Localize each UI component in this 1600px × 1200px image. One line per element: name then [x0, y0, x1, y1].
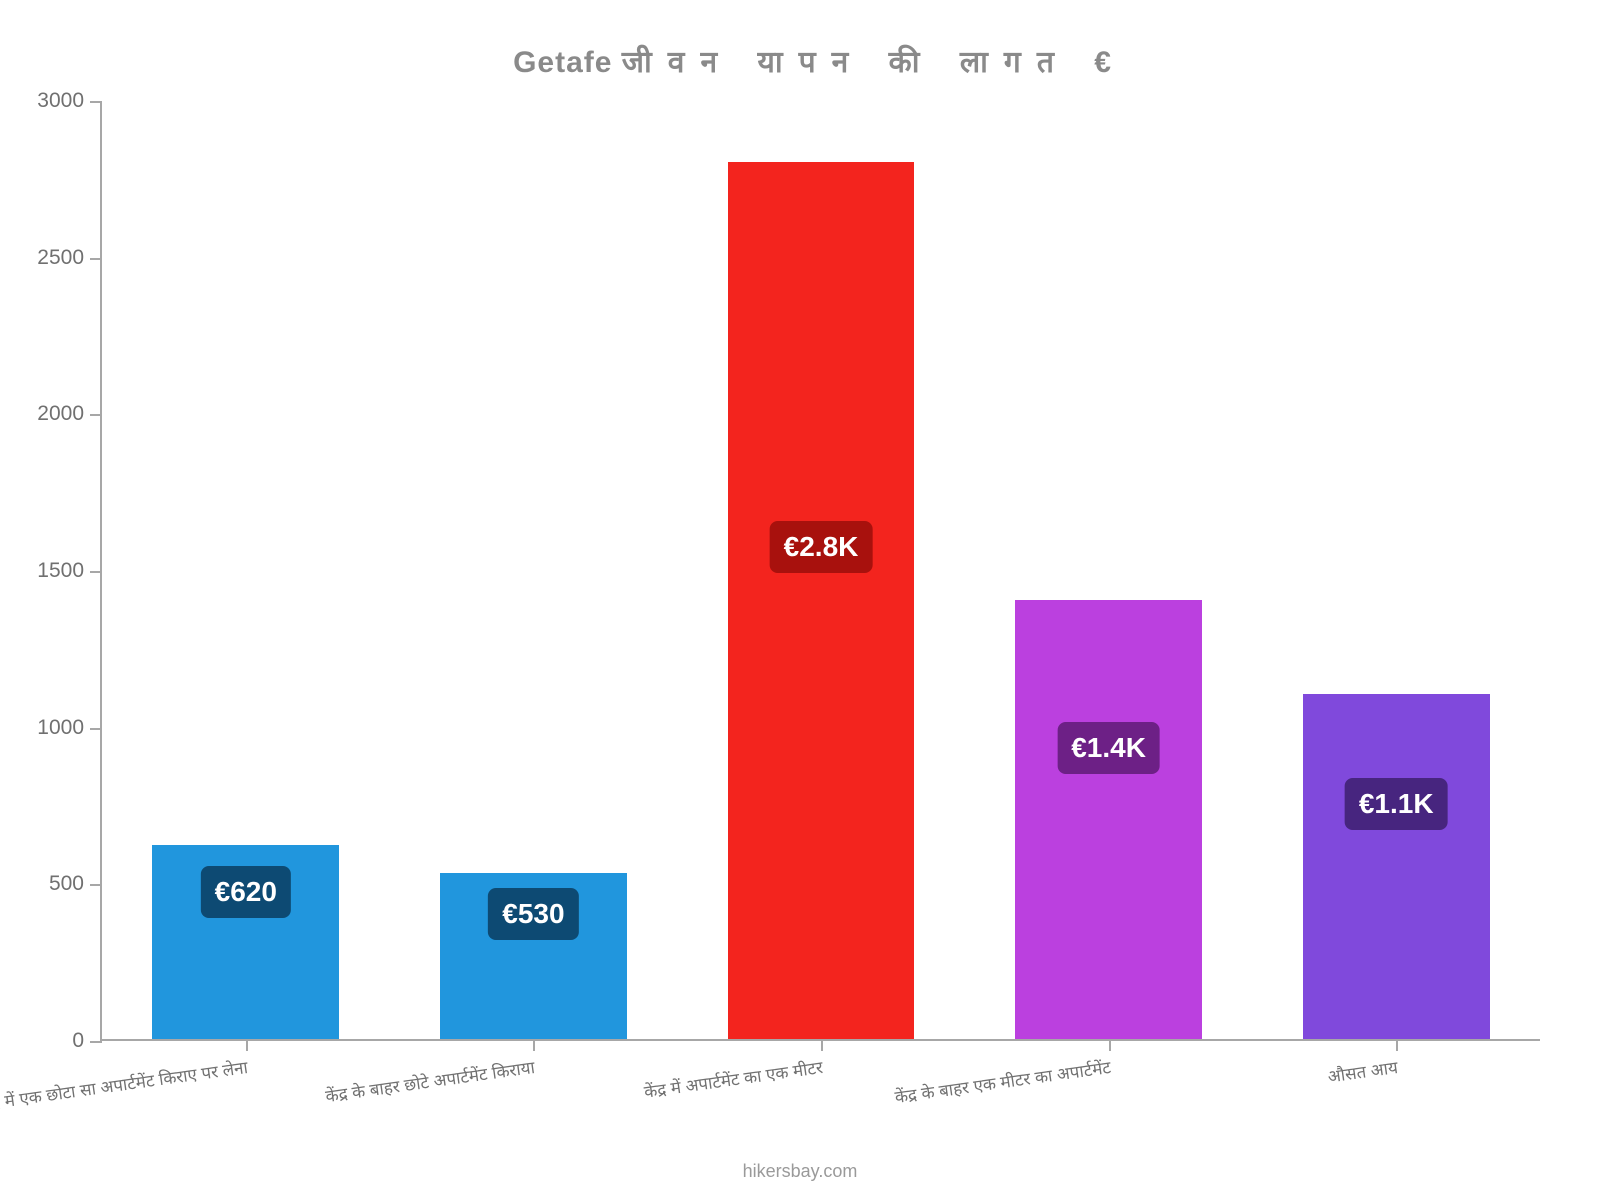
bar	[1015, 600, 1202, 1039]
x-tick	[1109, 1039, 1111, 1051]
x-axis-label: केंद्र के बाहर एक मीटर का अपार्टमेंट	[893, 1055, 1112, 1108]
bar-value-label: €530	[488, 888, 578, 940]
chart-title: Getafe जीवन यापन की लागत €	[100, 40, 1540, 81]
bar	[728, 162, 915, 1039]
bar	[1303, 694, 1490, 1039]
y-axis-label: 2000	[37, 402, 102, 426]
x-axis-label: केंद्र में एक छोटा सा अपार्टमेंट किराए प…	[0, 1055, 249, 1116]
y-axis-label: 500	[49, 872, 102, 896]
y-axis-label: 1500	[37, 559, 102, 583]
x-tick	[533, 1039, 535, 1051]
credit-text: hikersbay.com	[743, 1161, 858, 1182]
bar-value-label: €620	[201, 866, 291, 918]
x-tick	[1396, 1039, 1398, 1051]
x-axis-label: केंद्र के बाहर छोटे अपार्टमेंट किराया	[324, 1055, 536, 1107]
y-axis-label: 2500	[37, 246, 102, 270]
title-prefix: Getafe	[513, 46, 622, 79]
x-axis-label: केंद्र में अपार्टमेंट का एक मीटर	[643, 1055, 825, 1103]
x-axis-label: औसत आय	[1326, 1055, 1399, 1088]
x-tick	[246, 1039, 248, 1051]
plot-area: 050010001500200025003000केंद्र में एक छो…	[100, 101, 1540, 1041]
x-tick	[821, 1039, 823, 1051]
y-axis-label: 1000	[37, 716, 102, 740]
chart-container: Getafe जीवन यापन की लागत € 0500100015002…	[0, 0, 1600, 1200]
bar-value-label: €1.4K	[1057, 722, 1160, 774]
y-axis-label: 0	[72, 1029, 102, 1053]
bar-value-label: €1.1K	[1345, 778, 1448, 830]
y-axis-label: 3000	[37, 89, 102, 113]
bar-value-label: €2.8K	[770, 521, 873, 573]
title-suffix: जीवन यापन की लागत €	[622, 46, 1127, 79]
